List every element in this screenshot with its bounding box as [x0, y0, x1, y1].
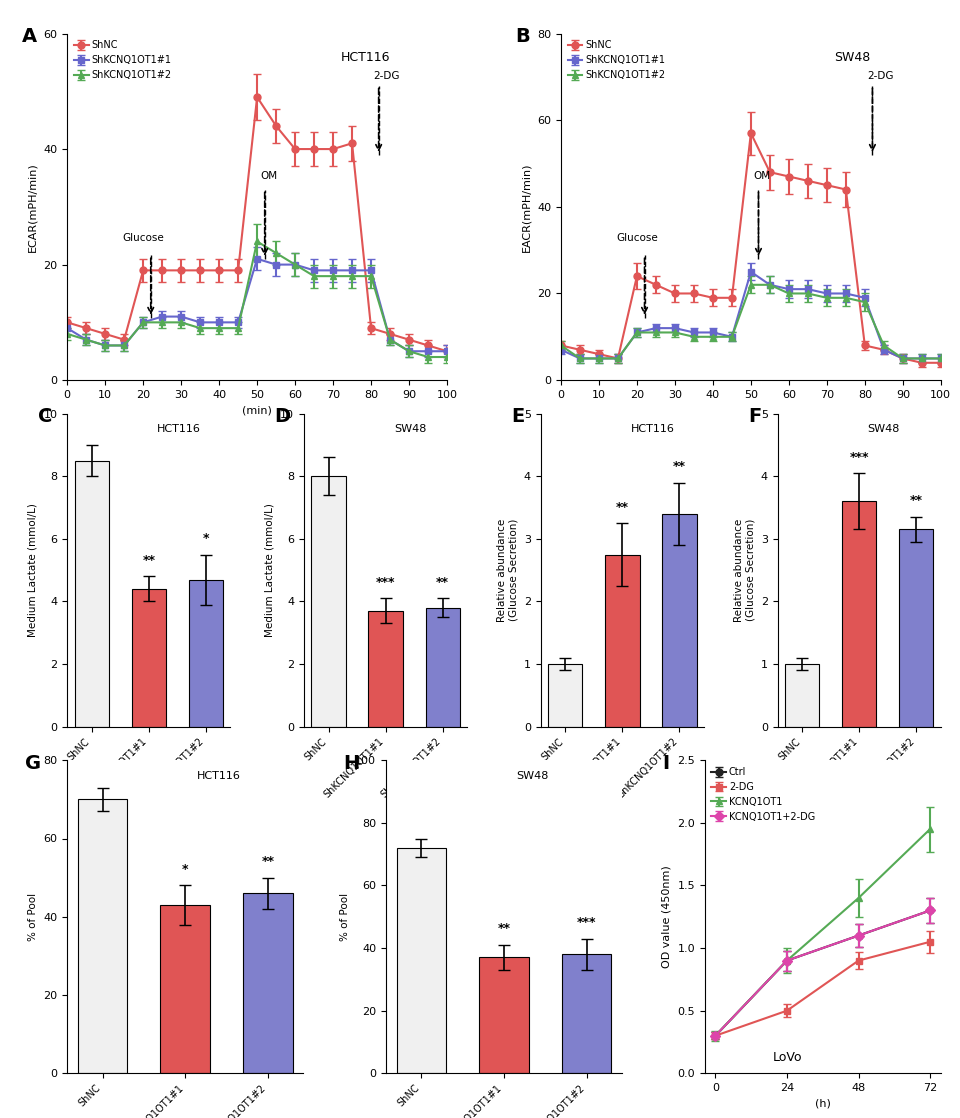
- Text: *: *: [203, 532, 209, 544]
- Legend: Ctrl, 2-DG, KCNQ1OT1, KCNQ1OT1+2-DG: Ctrl, 2-DG, KCNQ1OT1, KCNQ1OT1+2-DG: [709, 765, 817, 824]
- Text: HCT116: HCT116: [631, 425, 675, 435]
- Text: SW48: SW48: [516, 771, 548, 781]
- Text: E: E: [512, 407, 524, 426]
- Text: LoVo: LoVo: [773, 1051, 802, 1063]
- Text: B: B: [516, 27, 530, 46]
- Text: H: H: [344, 754, 360, 773]
- Text: OM: OM: [754, 171, 771, 181]
- Y-axis label: Medium Lactate (mmol/L): Medium Lactate (mmol/L): [265, 503, 275, 637]
- Text: G: G: [25, 754, 41, 773]
- Text: SW48: SW48: [394, 425, 426, 435]
- Text: HCT116: HCT116: [341, 51, 390, 64]
- Text: ***: ***: [850, 451, 869, 464]
- Text: **: **: [436, 576, 449, 589]
- Text: D: D: [275, 407, 291, 426]
- Text: **: **: [142, 553, 156, 567]
- Bar: [243, 893, 293, 1073]
- Bar: [132, 589, 166, 727]
- Bar: [396, 847, 446, 1073]
- Y-axis label: EACR(mPH/min): EACR(mPH/min): [521, 162, 532, 252]
- Y-axis label: ECAR(mPH/min): ECAR(mPH/min): [28, 162, 37, 252]
- Text: *: *: [182, 863, 188, 875]
- Bar: [785, 664, 819, 727]
- Text: ***: ***: [376, 576, 396, 589]
- Text: ***: ***: [577, 916, 596, 929]
- Text: **: **: [673, 459, 686, 473]
- Text: F: F: [748, 407, 761, 426]
- Bar: [900, 530, 933, 727]
- Bar: [662, 514, 697, 727]
- Text: Glucose: Glucose: [122, 234, 164, 244]
- Bar: [75, 461, 108, 727]
- Y-axis label: OD value (450nm): OD value (450nm): [661, 865, 672, 968]
- Bar: [425, 608, 460, 727]
- Bar: [78, 799, 128, 1073]
- Legend: ShNC, ShKCNQ1OT1#1, ShKCNQ1OT1#2: ShNC, ShKCNQ1OT1#1, ShKCNQ1OT1#2: [72, 38, 174, 82]
- Text: C: C: [37, 407, 52, 426]
- Text: HCT116: HCT116: [197, 771, 241, 781]
- Text: SW48: SW48: [834, 51, 871, 64]
- Y-axis label: Medium Lactate (mmol/L): Medium Lactate (mmol/L): [28, 503, 38, 637]
- Bar: [605, 555, 639, 727]
- Bar: [369, 610, 403, 727]
- Text: **: **: [616, 501, 629, 513]
- Y-axis label: Relative abundance
(Glucose Secretion): Relative abundance (Glucose Secretion): [496, 519, 518, 622]
- Bar: [842, 501, 876, 727]
- Y-axis label: Relative abundance
(Glucose Secretion): Relative abundance (Glucose Secretion): [733, 519, 756, 622]
- Text: HCT116: HCT116: [157, 425, 201, 435]
- X-axis label: (min): (min): [242, 406, 272, 416]
- Bar: [160, 906, 210, 1073]
- Text: 2-DG: 2-DG: [373, 70, 399, 80]
- Text: **: **: [497, 922, 511, 936]
- Text: **: **: [261, 855, 275, 868]
- X-axis label: (h): (h): [815, 1099, 830, 1109]
- Text: Glucose: Glucose: [616, 234, 658, 244]
- Legend: ShNC, ShKCNQ1OT1#1, ShKCNQ1OT1#2: ShNC, ShKCNQ1OT1#1, ShKCNQ1OT1#2: [565, 38, 667, 82]
- Bar: [562, 955, 612, 1073]
- Text: 2-DG: 2-DG: [867, 70, 893, 80]
- Text: **: **: [910, 494, 923, 508]
- Bar: [189, 579, 223, 727]
- Text: OM: OM: [260, 171, 277, 181]
- Y-axis label: % of Pool: % of Pool: [340, 892, 349, 941]
- Bar: [479, 957, 529, 1073]
- Text: I: I: [662, 754, 669, 773]
- Text: SW48: SW48: [867, 425, 900, 435]
- Bar: [548, 664, 583, 727]
- Text: A: A: [22, 27, 36, 46]
- Bar: [311, 476, 346, 727]
- Y-axis label: % of Pool: % of Pool: [28, 892, 37, 941]
